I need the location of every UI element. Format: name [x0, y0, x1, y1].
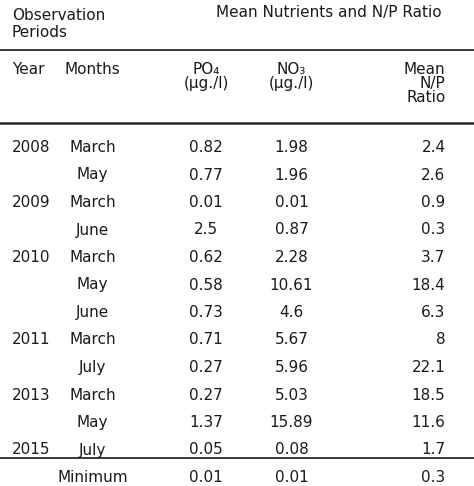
Text: 18.5: 18.5	[412, 387, 446, 402]
Text: (μg./l): (μg./l)	[269, 76, 314, 91]
Text: 4.6: 4.6	[279, 305, 304, 320]
Text: 1.7: 1.7	[421, 442, 446, 457]
Text: 6.3: 6.3	[421, 305, 446, 320]
Text: 0.87: 0.87	[274, 223, 309, 238]
Text: 0.71: 0.71	[189, 332, 223, 347]
Text: March: March	[69, 332, 116, 347]
Text: 1.37: 1.37	[189, 415, 223, 430]
Text: 0.82: 0.82	[189, 140, 223, 155]
Text: 0.9: 0.9	[421, 195, 446, 210]
Text: Year: Year	[12, 62, 45, 77]
Text: 0.62: 0.62	[189, 250, 223, 265]
Text: 10.61: 10.61	[270, 278, 313, 293]
Text: 2010: 2010	[12, 250, 50, 265]
Text: 2009: 2009	[12, 195, 50, 210]
Text: 2013: 2013	[12, 387, 50, 402]
Text: 0.01: 0.01	[189, 470, 223, 485]
Text: (μg./l): (μg./l)	[183, 76, 229, 91]
Text: July: July	[79, 442, 106, 457]
Text: 0.3: 0.3	[421, 470, 446, 485]
Text: 0.58: 0.58	[189, 278, 223, 293]
Text: Mean: Mean	[404, 62, 446, 77]
Text: N/P: N/P	[420, 76, 446, 91]
Text: 5.67: 5.67	[274, 332, 309, 347]
Text: 0.08: 0.08	[274, 442, 309, 457]
Text: 2011: 2011	[12, 332, 50, 347]
Text: 2008: 2008	[12, 140, 50, 155]
Text: 0.3: 0.3	[421, 223, 446, 238]
Text: Months: Months	[64, 62, 120, 77]
Text: 2.5: 2.5	[194, 223, 218, 238]
Text: 18.4: 18.4	[412, 278, 446, 293]
Text: June: June	[76, 223, 109, 238]
Text: 11.6: 11.6	[412, 415, 446, 430]
Text: NO₃: NO₃	[277, 62, 306, 77]
Text: May: May	[77, 278, 108, 293]
Text: 0.77: 0.77	[189, 168, 223, 183]
Text: 0.01: 0.01	[274, 470, 309, 485]
Text: 2.4: 2.4	[421, 140, 446, 155]
Text: 3.7: 3.7	[421, 250, 446, 265]
Text: Mean Nutrients and N/P Ratio: Mean Nutrients and N/P Ratio	[216, 5, 442, 20]
Text: 0.27: 0.27	[189, 360, 223, 375]
Text: 1.96: 1.96	[274, 168, 309, 183]
Text: 5.96: 5.96	[274, 360, 309, 375]
Text: 2.6: 2.6	[421, 168, 446, 183]
Text: 0.27: 0.27	[189, 387, 223, 402]
Text: March: March	[69, 195, 116, 210]
Text: 22.1: 22.1	[412, 360, 446, 375]
Text: 0.01: 0.01	[274, 195, 309, 210]
Text: 1.98: 1.98	[274, 140, 309, 155]
Text: 0.01: 0.01	[189, 195, 223, 210]
Text: 0.05: 0.05	[189, 442, 223, 457]
Text: 2.28: 2.28	[274, 250, 309, 265]
Text: 5.03: 5.03	[274, 387, 309, 402]
Text: 8: 8	[436, 332, 446, 347]
Text: Observation
Periods: Observation Periods	[12, 8, 105, 40]
Text: March: March	[69, 250, 116, 265]
Text: July: July	[79, 360, 106, 375]
Text: March: March	[69, 387, 116, 402]
Text: Ratio: Ratio	[406, 90, 446, 105]
Text: 2015: 2015	[12, 442, 50, 457]
Text: May: May	[77, 415, 108, 430]
Text: June: June	[76, 305, 109, 320]
Text: March: March	[69, 140, 116, 155]
Text: 15.89: 15.89	[270, 415, 313, 430]
Text: May: May	[77, 168, 108, 183]
Text: PO₄: PO₄	[192, 62, 220, 77]
Text: 0.73: 0.73	[189, 305, 223, 320]
Text: Minimum: Minimum	[57, 470, 128, 485]
